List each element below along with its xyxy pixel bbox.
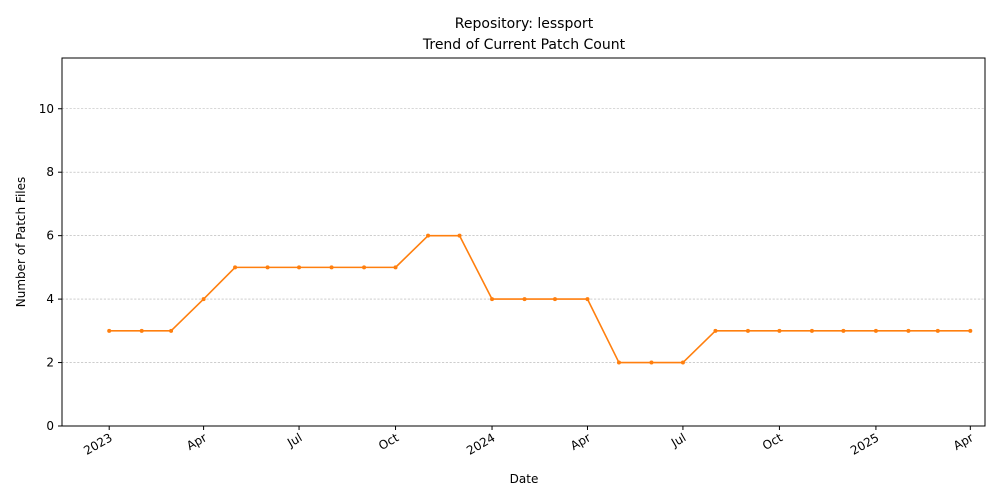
data-point (169, 328, 174, 333)
x-tick-label: Oct (376, 430, 401, 453)
grid-lines (62, 108, 985, 363)
x-tick-label: Jul (284, 430, 304, 450)
data-point (906, 328, 911, 333)
x-axis-label: Date (510, 472, 539, 486)
x-tick-label: 2024 (464, 430, 497, 457)
data-point (457, 233, 462, 238)
x-tick-label: Apr (184, 430, 209, 453)
x-tick-label: Jul (668, 430, 688, 450)
x-tick-label: Apr (568, 430, 593, 453)
y-tick-label: 0 (46, 419, 54, 433)
x-axis-ticks: 2023 Apr Jul Oct 2024 Apr Jul Oct 2025 Apr (81, 426, 976, 458)
data-point (745, 328, 750, 333)
data-point (713, 328, 718, 333)
x-tick-label: Apr (951, 430, 976, 453)
y-axis-label: Number of Patch Files (14, 177, 28, 308)
data-point (552, 297, 557, 302)
x-tick-label: 2023 (81, 430, 114, 457)
data-point (680, 360, 685, 365)
series-layer (107, 233, 973, 365)
data-point (616, 360, 621, 365)
data-point (809, 328, 814, 333)
y-tick-label: 6 (46, 229, 54, 243)
data-point (393, 265, 398, 270)
data-point (107, 328, 112, 333)
data-point (649, 360, 654, 365)
data-point (490, 297, 495, 302)
data-point (329, 265, 334, 270)
x-tick-label: Oct (760, 430, 785, 453)
y-axis-ticks: 0 2 4 6 8 10 (39, 102, 62, 433)
y-tick-label: 10 (39, 102, 54, 116)
data-point (777, 328, 782, 333)
y-tick-label: 4 (46, 292, 54, 306)
y-tick-label: 2 (46, 356, 54, 370)
data-point (841, 328, 846, 333)
data-point (873, 328, 878, 333)
y-tick-label: 8 (46, 165, 54, 179)
chart-title: Repository: lessport (455, 16, 594, 32)
data-point (201, 297, 206, 302)
data-point (297, 265, 302, 270)
data-point (968, 328, 973, 333)
data-point (139, 328, 144, 333)
data-point (522, 297, 527, 302)
data-point (265, 265, 270, 270)
data-point (585, 297, 590, 302)
series-line (109, 234, 971, 364)
x-tick-label: 2025 (848, 430, 881, 457)
chart-subtitle: Trend of Current Patch Count (422, 37, 626, 53)
data-point (233, 265, 238, 270)
data-point (362, 265, 367, 270)
data-point (935, 328, 940, 333)
plot-frame (61, 57, 986, 427)
data-point (426, 233, 431, 238)
